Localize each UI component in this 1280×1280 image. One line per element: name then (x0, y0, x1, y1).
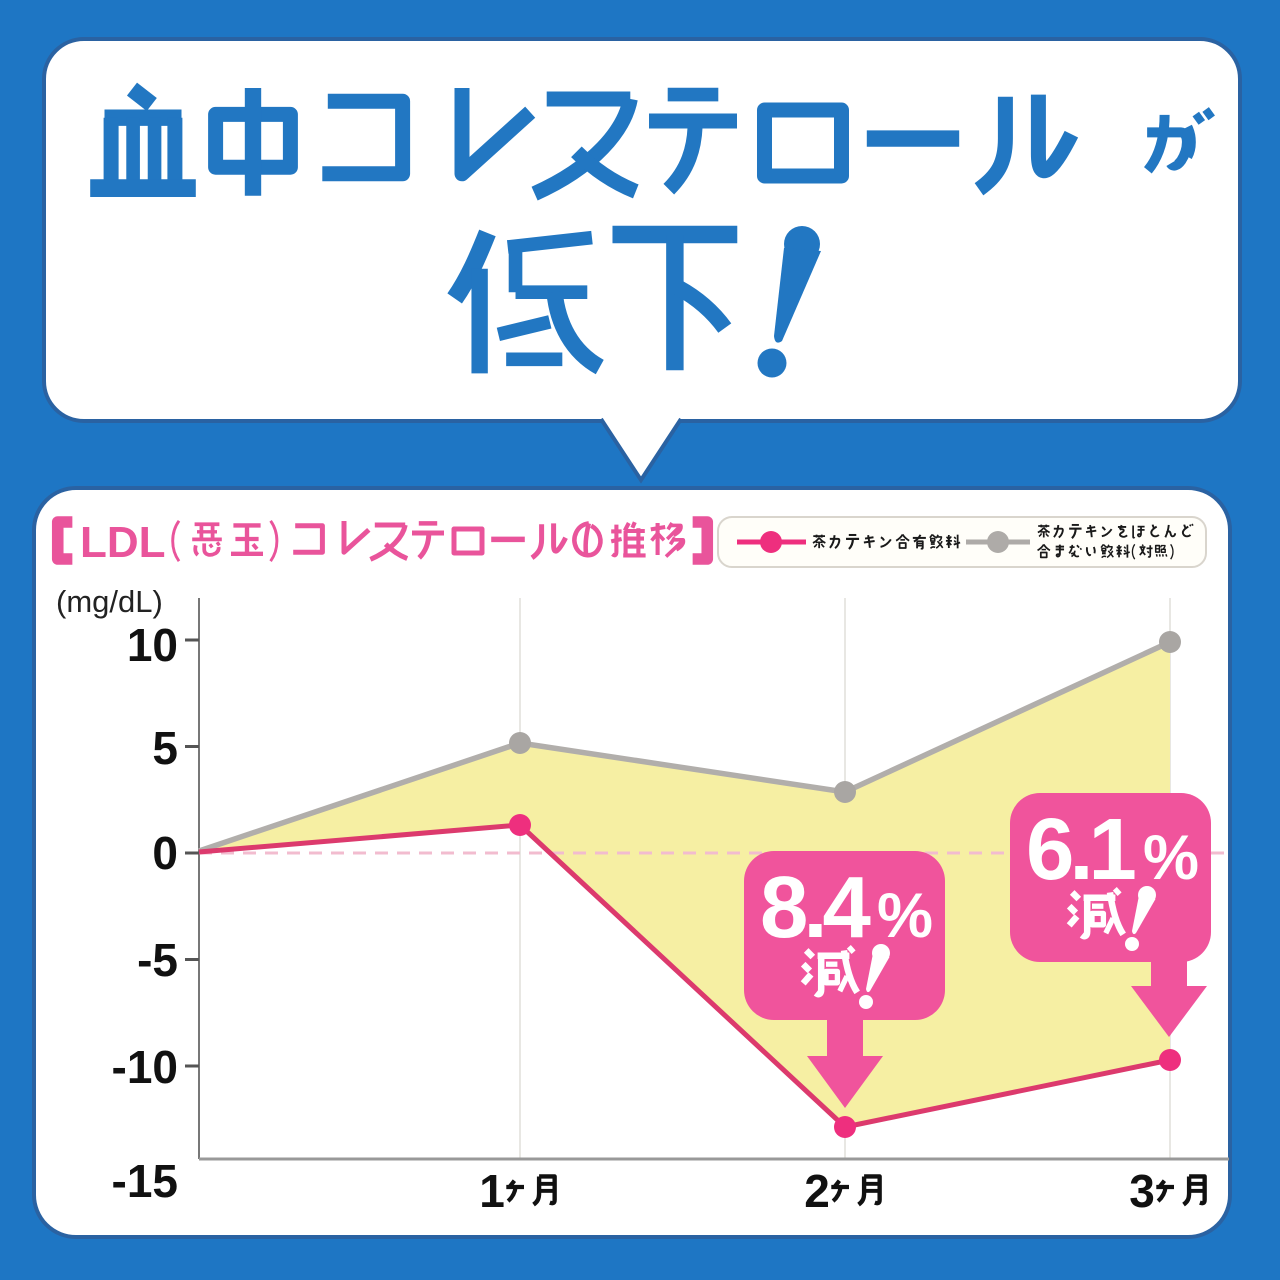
svg-text:(mg/dL): (mg/dL) (56, 584, 163, 619)
svg-text:6.1: 6.1 (1026, 801, 1135, 898)
svg-text:0: 0 (152, 827, 178, 879)
svg-text:-10: -10 (112, 1041, 178, 1093)
svg-text:%: % (1143, 823, 1199, 893)
svg-text:-15: -15 (112, 1155, 178, 1207)
svg-text:8.4: 8.4 (760, 859, 871, 956)
svg-text:5: 5 (152, 722, 178, 774)
svg-text:2: 2 (804, 1165, 830, 1217)
svg-text:%: % (877, 881, 933, 951)
svg-text:3: 3 (1129, 1165, 1155, 1217)
svg-text:-5: -5 (137, 934, 178, 986)
svg-text:LDL: LDL (80, 518, 166, 567)
svg-text:10: 10 (127, 619, 178, 671)
svg-text:1: 1 (479, 1165, 505, 1217)
